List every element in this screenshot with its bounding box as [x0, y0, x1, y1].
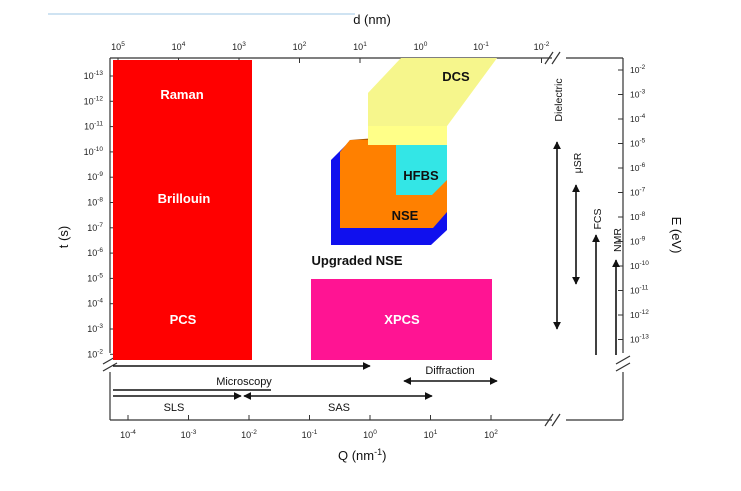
dcs-top-face: [368, 58, 497, 126]
bottom-tick-label: 10-2: [241, 429, 257, 440]
raman-label: Raman: [160, 87, 203, 102]
bottom-axis-title: Q (nm-1): [338, 447, 386, 463]
hfbs-region: HFBS: [396, 140, 447, 195]
left-axis-ticks: 10-13 10-12 10-11 10-10 10-9 10-8 10-7 10-6 10-5…: [84, 70, 115, 359]
left-tick-label: 10-9: [87, 171, 103, 182]
left-tick-label: 10-4: [87, 298, 103, 309]
bottom-tick-label: 10-3: [181, 429, 197, 440]
right-tick-label: 10-8: [630, 211, 646, 222]
dcs-region: DCS: [368, 58, 497, 145]
bottom-tick-label: 100: [363, 429, 377, 440]
top-tick-label: 104: [172, 41, 186, 52]
top-axis-title: d (nm): [353, 12, 391, 27]
nse-label: NSE: [392, 208, 419, 223]
right-tick-label: 10-4: [630, 113, 646, 124]
right-tick-label: 10-11: [630, 285, 649, 296]
left-tick-label: 10-3: [87, 323, 103, 334]
top-tick-label: 10-2: [534, 41, 550, 52]
top-tick-label: 105: [111, 41, 125, 52]
left-tick-label: 10-12: [84, 95, 104, 106]
right-tick-label: 10-9: [630, 236, 646, 247]
vertical-range-arrows: [553, 141, 620, 355]
hfbs-shape: [396, 140, 447, 195]
top-tick-label: 103: [232, 41, 246, 52]
pcs-label: PCS: [170, 312, 197, 327]
top-tick-label: 10-1: [473, 41, 489, 52]
top-tick-label: 101: [353, 41, 367, 52]
top-axis-ticks: 105 104 103 102 101 100 10-1 10-2: [111, 41, 550, 63]
diffraction-label: Diffraction: [425, 365, 474, 377]
right-tick-label: 10-12: [630, 309, 649, 320]
right-tick-label: 10-7: [630, 187, 646, 198]
left-tick-label: 10-10: [84, 146, 104, 157]
right-tick-label: 10-10: [630, 260, 649, 271]
microscopy-label: Microscopy: [216, 376, 272, 388]
xpcs-label: XPCS: [384, 312, 420, 327]
left-tick-label: 10-5: [87, 272, 103, 283]
left-tick-label: 10-11: [84, 121, 103, 132]
right-axis-title: E (eV): [669, 217, 684, 254]
xpcs-region: XPCS: [311, 279, 492, 360]
brillouin-label: Brillouin: [158, 191, 211, 206]
bottom-tick-label: 102: [484, 429, 498, 440]
horizontal-range-arrows: [113, 362, 498, 400]
xpcs-box: [311, 279, 492, 360]
bottom-tick-label: 10-4: [120, 429, 136, 440]
light-scattering-region: Raman Brillouin PCS: [113, 60, 252, 360]
sls-label: SLS: [164, 402, 185, 414]
nmr-label: NMR: [612, 228, 624, 252]
left-tick-label: 10-8: [87, 197, 103, 208]
fcs-label: FCS: [592, 209, 604, 230]
light-scattering-box: [113, 60, 252, 360]
left-axis-title: t (s): [56, 226, 71, 248]
left-tick-label: 10-6: [87, 247, 103, 258]
bottom-tick-label: 101: [424, 429, 438, 440]
dcs-label: DCS: [442, 69, 470, 84]
top-tick-label: 100: [414, 41, 428, 52]
right-tick-label: 10-5: [630, 138, 646, 149]
musr-label: μSR: [572, 152, 584, 173]
left-tick-label: 10-13: [84, 70, 104, 81]
bottom-axis-ticks: 10-4 10-3 10-2 10-1 100 101 102: [120, 415, 498, 440]
bottom-tick-label: 10-1: [302, 429, 318, 440]
right-tick-label: 10-13: [630, 334, 649, 345]
left-tick-label: 10-2: [87, 348, 103, 359]
top-tick-label: 102: [293, 41, 307, 52]
right-tick-label: 10-6: [630, 162, 646, 173]
right-tick-label: 10-2: [630, 64, 646, 75]
upgraded-nse-label: Upgraded NSE: [311, 253, 402, 268]
dielectric-label: Dielectric: [553, 78, 565, 121]
right-axis-ticks: 10-2 10-3 10-4 10-5 10-6 10-7 10-8 10-9 10-10 10-…: [618, 64, 649, 345]
left-tick-label: 10-7: [87, 222, 103, 233]
right-tick-label: 10-3: [630, 89, 646, 100]
hfbs-label: HFBS: [403, 168, 439, 183]
sas-label: SAS: [328, 402, 350, 414]
